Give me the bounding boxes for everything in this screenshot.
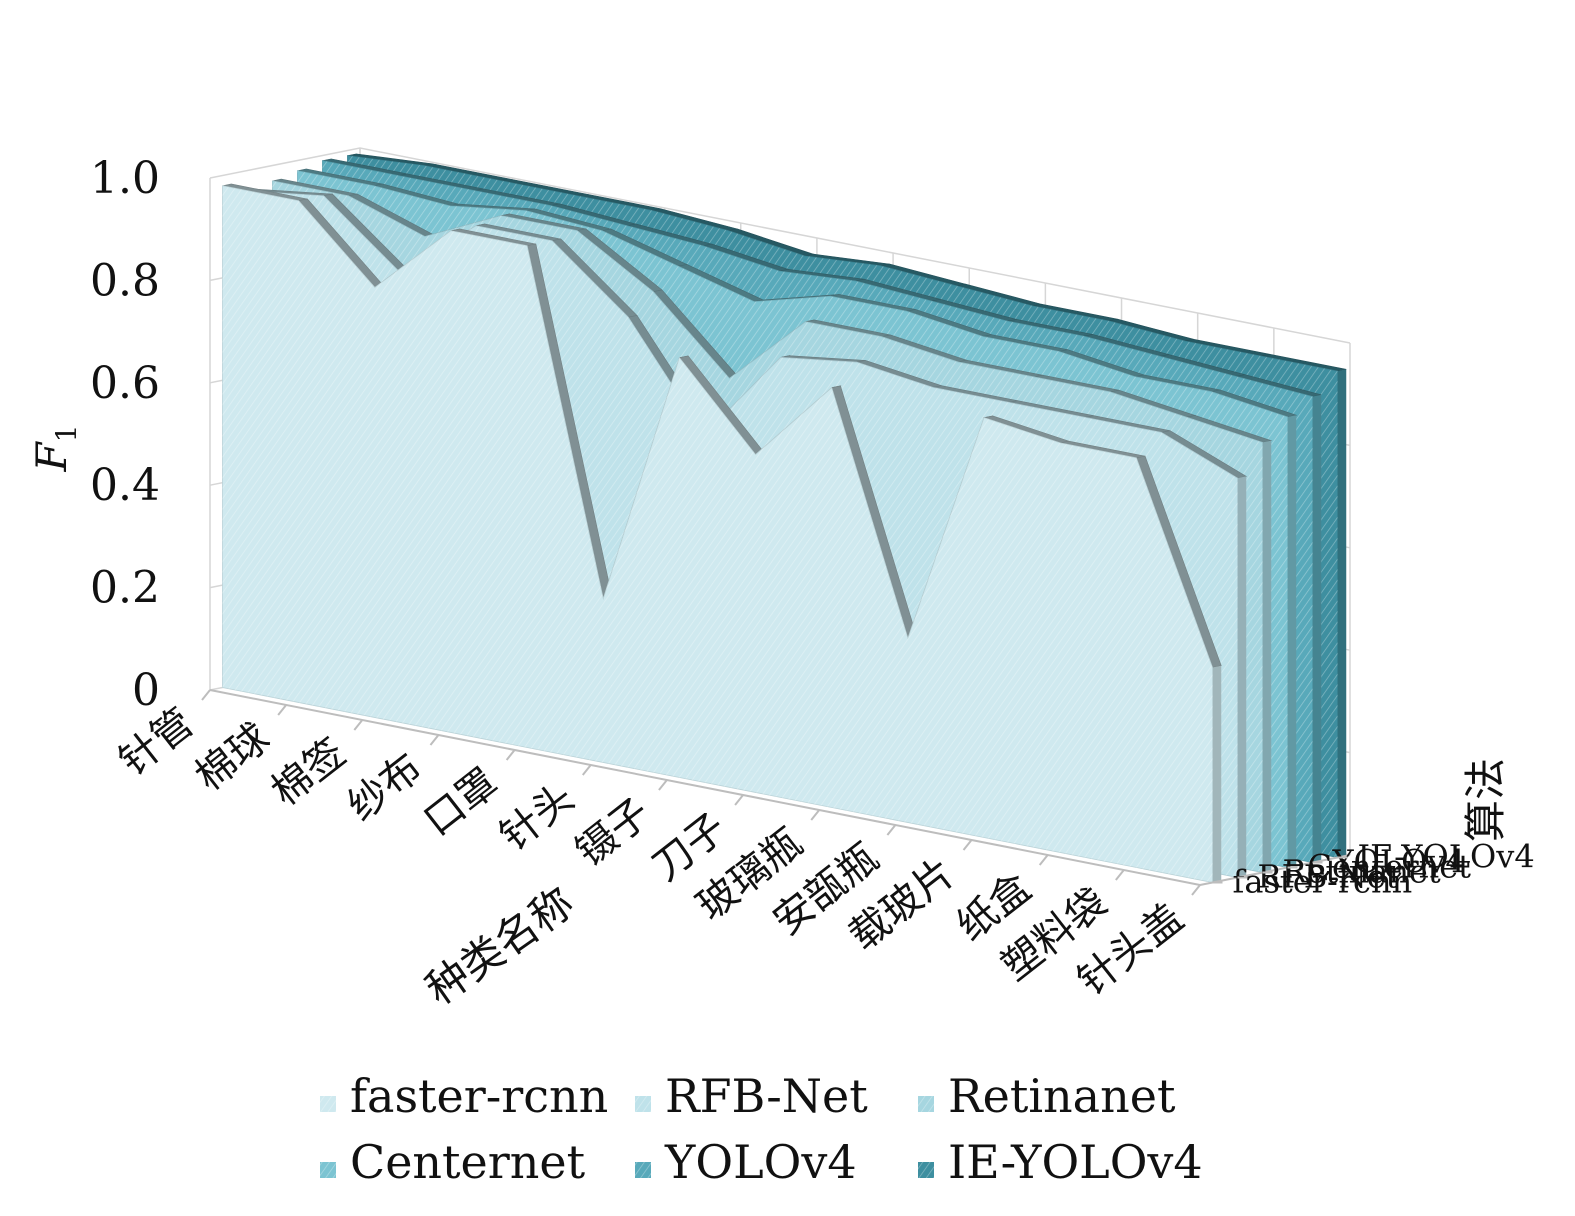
legend-label: RFB-Net — [665, 1069, 868, 1123]
legend-item: RFB-Net — [635, 1069, 868, 1123]
z-tick-label: RFB-Net — [1258, 858, 1399, 896]
series-end-cap — [1237, 476, 1247, 878]
x-tick-mark — [353, 719, 364, 731]
legend-label: YOLOv4 — [664, 1135, 857, 1189]
y-axis-title: F1 — [27, 425, 83, 473]
series-end-cap — [1312, 394, 1322, 863]
series-end-cap — [1337, 369, 1347, 858]
legend-swatch-texture — [320, 1162, 336, 1178]
x-tick-mark — [886, 824, 897, 836]
y-tick-label: 0.8 — [90, 255, 160, 306]
chart-plot-area — [222, 153, 1347, 883]
x-tick-label: 针管 — [111, 700, 202, 786]
legend-item: Retinanet — [918, 1069, 1176, 1123]
x-tick-mark — [277, 704, 287, 716]
legend-swatch-texture — [918, 1096, 934, 1112]
legend-label: Retinanet — [948, 1069, 1176, 1123]
x-axis-line — [209, 689, 1201, 886]
series-faster-rcnn — [222, 183, 1222, 883]
x-tick-mark — [962, 839, 973, 851]
x-tick-label: 纱布 — [339, 745, 430, 831]
x-axis-title: 种类名称 — [417, 878, 583, 1015]
x-tick-mark — [505, 749, 516, 761]
z-tick-label: YOLOv4 — [1332, 843, 1466, 881]
legend-label: Centernet — [350, 1135, 586, 1189]
series-end-cap — [1262, 440, 1272, 873]
x-tick-mark — [1191, 884, 1201, 896]
x-tick-mark — [810, 809, 821, 821]
z-axis-title: 算法 — [1461, 758, 1510, 842]
z-tick-label: Retinanet — [1283, 853, 1441, 891]
z-tick-label: faster-rcnn — [1233, 863, 1413, 901]
legend-item: Centernet — [320, 1135, 586, 1189]
x-tick-label: 针头 — [492, 775, 583, 861]
x-tick-label: 口罩 — [415, 760, 506, 846]
z-tick-label: Centernet — [1308, 848, 1472, 886]
x-tick-label: 棉球 — [187, 715, 278, 801]
legend-swatch-texture — [635, 1162, 651, 1178]
z-tick-label: IE-YOLOv4 — [1358, 838, 1535, 876]
y-tick-label: 0.4 — [90, 460, 160, 511]
legend-item: YOLOv4 — [635, 1135, 857, 1189]
x-tick-mark — [1038, 854, 1049, 866]
x-tick-mark — [734, 794, 744, 806]
series-end-cap — [1212, 665, 1222, 883]
legend-label: faster-rcnn — [350, 1069, 608, 1123]
y-tick-label: 0.6 — [90, 358, 160, 409]
legend-swatch-texture — [320, 1096, 336, 1112]
z-axis-line — [1199, 854, 1351, 886]
legend-swatch-texture — [635, 1096, 651, 1112]
x-tick-mark — [429, 734, 440, 746]
legend-swatch-texture — [918, 1162, 934, 1178]
legend-item: IE-YOLOv4 — [918, 1135, 1203, 1189]
x-tick-mark — [1115, 869, 1125, 881]
legend-item: faster-rcnn — [320, 1069, 608, 1123]
x-tick-mark — [201, 689, 211, 701]
y-tick-label: 1.0 — [90, 153, 160, 204]
x-tick-mark — [581, 764, 592, 776]
legend: faster-rcnn RFB-Net Retinanet Centernet YOLO… — [320, 1069, 1203, 1189]
x-tick-mark — [658, 779, 668, 791]
y-tick-label: 0.2 — [90, 563, 160, 614]
y-tick-label: 0 — [132, 665, 160, 716]
series-area-texture — [222, 185, 1213, 883]
series-end-cap — [1287, 415, 1297, 868]
legend-label: IE-YOLOv4 — [948, 1135, 1203, 1189]
x-tick-label: 棉签 — [263, 730, 354, 816]
x-tick-label: 镊子 — [568, 790, 659, 876]
